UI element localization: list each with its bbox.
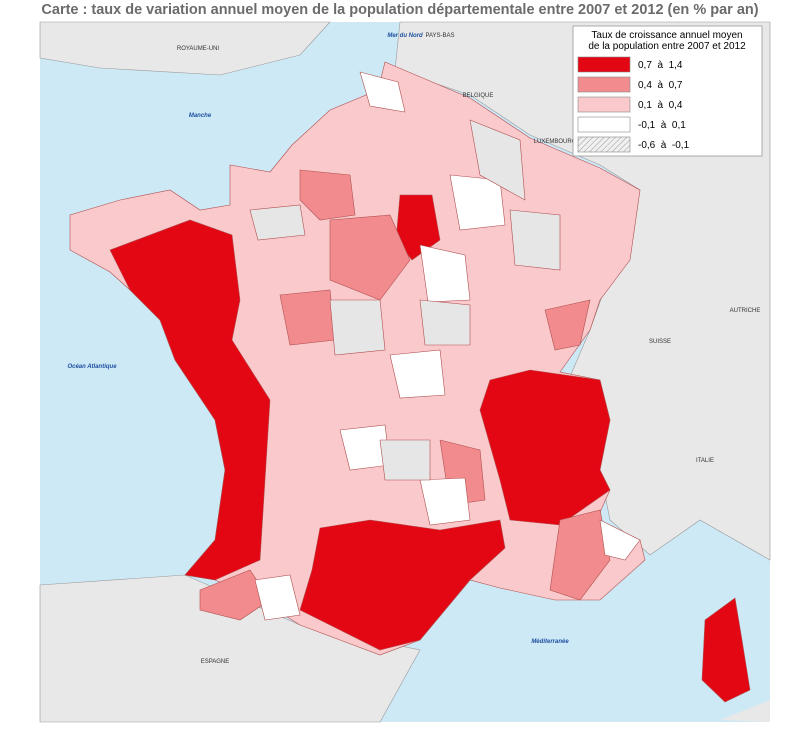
region-rhone-alpes	[479, 369, 611, 526]
legend-swatch	[577, 136, 631, 153]
region-orne	[249, 204, 306, 241]
sea-label: Manche	[189, 113, 212, 119]
legend-label: -0,1 à 0,1	[638, 120, 686, 131]
title: Carte : taux de variation annuel moyen d…	[41, 2, 759, 18]
region-west	[109, 219, 271, 581]
region-haute-marne	[509, 209, 561, 271]
legend-label: 0,1 à 0,4	[638, 100, 683, 111]
region-nord	[359, 71, 406, 113]
sea-label: Méditerranée	[531, 639, 569, 645]
base-map	[39, 21, 771, 723]
legend-swatch	[577, 56, 631, 73]
legend-swatch	[577, 116, 631, 133]
region-yonne	[419, 244, 471, 303]
legend-label: -0,6 à -0,1	[638, 140, 690, 151]
region-ariege	[254, 574, 301, 621]
country-label: ITALIE	[696, 458, 714, 464]
country-label: ROYAUME-UNI	[177, 46, 220, 52]
region-pyrenees	[199, 569, 271, 621]
region-marne	[449, 174, 506, 231]
region-vienne	[279, 289, 336, 346]
sardinia-land	[720, 700, 770, 722]
region-indre	[329, 299, 386, 356]
legend-title: Taux de croissance annuel moyen	[591, 30, 742, 41]
legend-label: 0,7 à 1,4	[638, 60, 683, 71]
uk-land	[39, 21, 331, 76]
legend-swatch	[577, 96, 631, 113]
country-label: LUXEMBOURG	[534, 139, 577, 145]
legend-title: de la population entre 2007 et 2012	[588, 41, 746, 52]
sea-label: Océan Atlantique	[67, 364, 117, 370]
region-doubs	[544, 299, 591, 351]
region-ardennes	[469, 119, 526, 201]
region-centre	[329, 214, 411, 301]
region-var	[549, 509, 611, 601]
region-alpes-maritimes	[599, 519, 641, 561]
region-haute-loire	[379, 439, 431, 481]
corsica	[701, 597, 751, 703]
region-calvados	[299, 169, 356, 221]
legend-label: 0,4 à 0,7	[638, 80, 683, 91]
legend-swatch	[577, 76, 631, 93]
country-label: PAYS-BAS	[425, 33, 454, 39]
country-label: SUISSE	[649, 339, 671, 345]
region-south	[299, 519, 506, 651]
country-label: AUTRICHE	[730, 308, 761, 314]
country-label: BELGIQUE	[463, 93, 494, 99]
country-label: ESPAGNE	[201, 659, 230, 665]
sea-label: Mer du Nord	[387, 33, 423, 39]
region-lozere	[419, 477, 471, 526]
region-allier	[389, 349, 446, 399]
region-nievre	[419, 299, 471, 346]
